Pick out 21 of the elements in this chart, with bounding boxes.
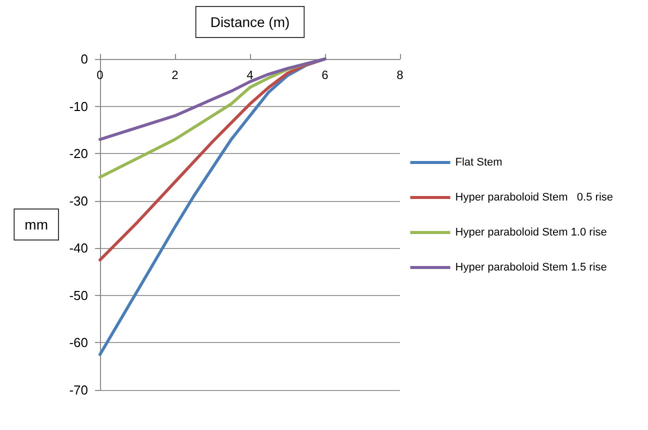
x-tick-label: 6 bbox=[322, 68, 329, 82]
legend-label: Hyper paraboloid Stem 1.5 rise bbox=[455, 262, 607, 274]
y-tick-label: -20 bbox=[69, 146, 88, 162]
legend-label: Hyper paraboloid Stem 0.5 rise bbox=[455, 192, 614, 204]
y-tick-label: -60 bbox=[69, 335, 88, 350]
x-axis-title: Distance (m) bbox=[210, 14, 290, 30]
line-series bbox=[98, 58, 326, 262]
y-axis-title: mm bbox=[24, 216, 48, 232]
y-tick-label: -30 bbox=[69, 193, 88, 208]
y-tick-label: -10 bbox=[69, 98, 88, 114]
y-tick-label: -70 bbox=[69, 382, 88, 398]
x-tick-label: 0 bbox=[96, 68, 104, 82]
line-series bbox=[98, 58, 326, 141]
x-tick-label: 2 bbox=[172, 68, 179, 82]
y-tick-label: -40 bbox=[69, 240, 88, 256]
legend-label: Flat Stem bbox=[455, 156, 502, 168]
y-tick-label: -50 bbox=[69, 288, 88, 303]
legend-label: Hyper paraboloid Stem 1.0 rise bbox=[455, 226, 607, 238]
x-tick-label: 8 bbox=[396, 68, 404, 82]
y-tick-label: 0 bbox=[80, 52, 88, 66]
x-tick-label: 4 bbox=[246, 68, 254, 82]
